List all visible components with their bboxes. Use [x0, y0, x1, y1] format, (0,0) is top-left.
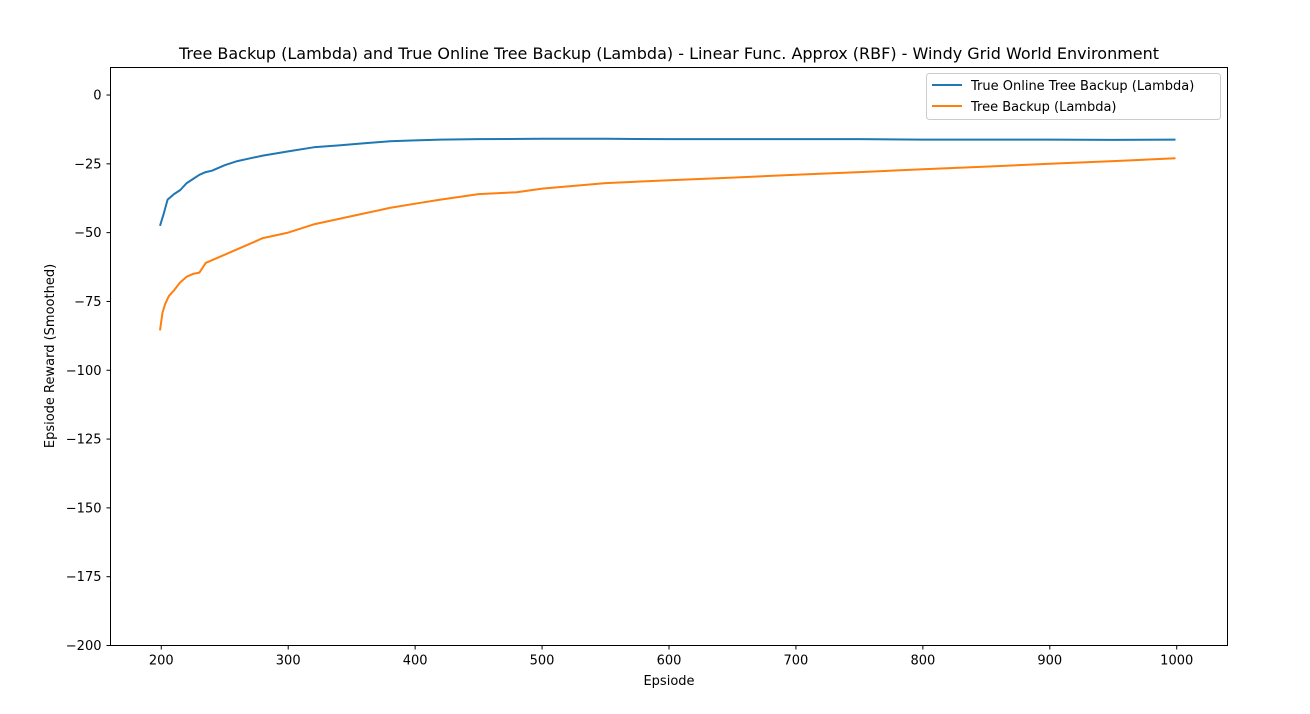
- series-line-true-online: [159, 137, 1176, 227]
- plot-area: [110, 67, 1228, 646]
- x-tick-label: 700: [784, 654, 809, 669]
- x-tick-label: 300: [276, 654, 301, 669]
- chart-title: Tree Backup (Lambda) and True Online Tre…: [178, 44, 1159, 63]
- y-tick-label: −25: [74, 157, 101, 172]
- y-axis: 0 −25 −50 −75 −100 −125 −150 −175 −200: [66, 89, 111, 654]
- x-axis: 200 300 400 500 600 700 800 900 1000: [149, 645, 1193, 669]
- y-tick-label: −125: [66, 433, 102, 448]
- y-tick-label: −200: [66, 639, 102, 654]
- x-tick-label: 200: [149, 654, 174, 669]
- y-axis-label: Epsiode Reward (Smoothed): [43, 264, 58, 448]
- y-tick-label: −75: [74, 295, 101, 310]
- x-tick-label: 400: [403, 654, 428, 669]
- y-tick-label: −50: [74, 226, 101, 241]
- y-tick-label: −150: [66, 501, 102, 516]
- x-tick-label: 1000: [1160, 654, 1193, 669]
- y-tick-label: 0: [93, 89, 101, 104]
- series-lines: [159, 137, 1176, 331]
- x-tick-label: 500: [530, 654, 555, 669]
- x-tick-label: 800: [910, 654, 935, 669]
- y-tick-label: −100: [66, 364, 102, 379]
- x-axis-label: Epsiode: [643, 674, 694, 689]
- legend-box: [926, 73, 1221, 120]
- legend: True Online Tree Backup (Lambda) Tree Ba…: [926, 73, 1221, 120]
- x-tick-label: 600: [657, 654, 682, 669]
- legend-label-tree-backup: Tree Backup (Lambda): [970, 100, 1117, 115]
- series-line-tree-backup: [159, 157, 1176, 331]
- legend-label-true-online: True Online Tree Backup (Lambda): [970, 79, 1194, 94]
- y-tick-label: −175: [66, 570, 102, 585]
- x-tick-label: 900: [1037, 654, 1062, 669]
